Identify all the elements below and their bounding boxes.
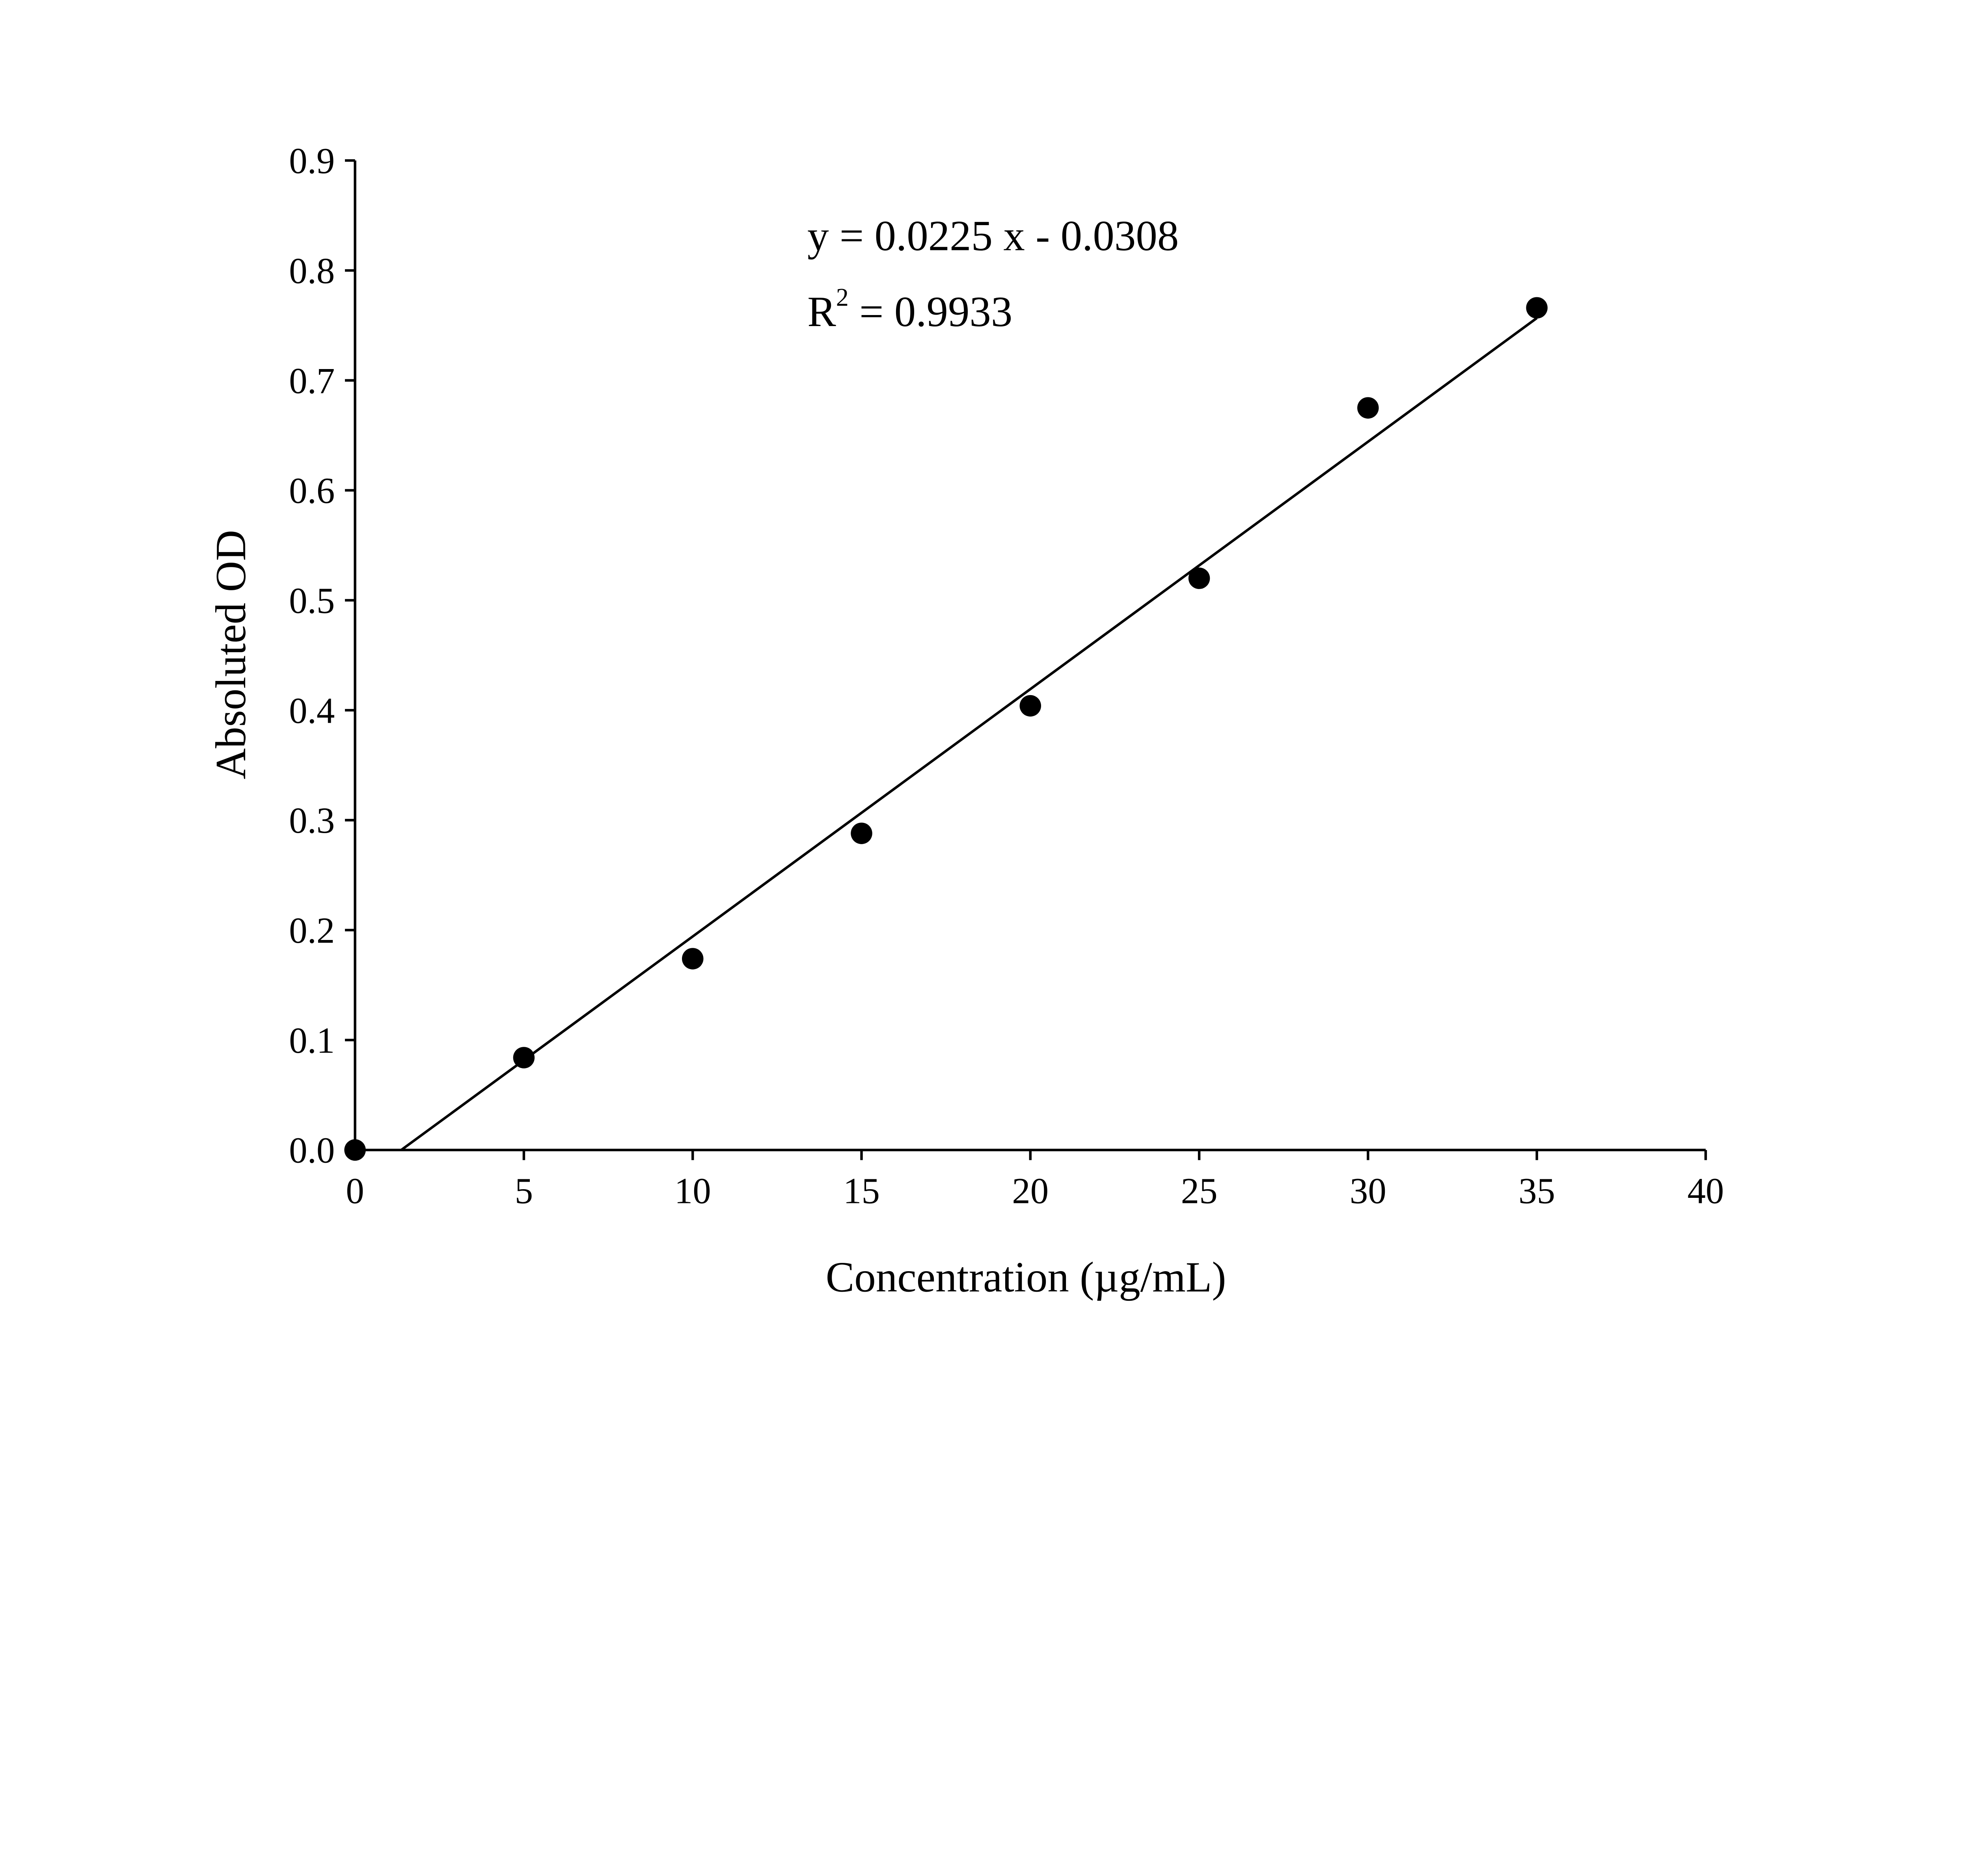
data-point bbox=[344, 1139, 366, 1161]
data-point bbox=[1019, 695, 1041, 717]
data-point bbox=[1357, 397, 1379, 419]
y-tick-label: 0.8 bbox=[289, 251, 335, 291]
x-tick-label: 0 bbox=[346, 1171, 364, 1211]
y-tick-label: 0.3 bbox=[289, 800, 335, 841]
y-tick-label: 0.6 bbox=[289, 471, 335, 511]
data-point bbox=[851, 822, 872, 844]
x-tick-label: 35 bbox=[1518, 1171, 1555, 1211]
y-tick-label: 0.4 bbox=[289, 690, 335, 731]
r2-value: = 0.9933 bbox=[849, 288, 1013, 336]
data-point bbox=[682, 948, 704, 970]
x-axis-label: Concentration (µg/mL) bbox=[826, 1253, 1226, 1301]
data-point bbox=[1188, 567, 1210, 589]
y-tick-label: 0.9 bbox=[289, 141, 335, 181]
x-tick-label: 20 bbox=[1012, 1171, 1049, 1211]
y-tick-label: 0.7 bbox=[289, 361, 335, 401]
fit-line bbox=[401, 317, 1538, 1151]
x-tick-label: 15 bbox=[843, 1171, 880, 1211]
x-tick-label: 30 bbox=[1350, 1171, 1386, 1211]
fit-equation: y = 0.0225 x - 0.0308 bbox=[807, 212, 1179, 260]
r-squared: R2 = 0.9933 bbox=[807, 283, 1012, 336]
y-tick-label: 0.0 bbox=[289, 1130, 335, 1171]
y-tick-label: 0.1 bbox=[289, 1020, 335, 1061]
x-tick-label: 5 bbox=[515, 1171, 533, 1211]
y-tick-label: 0.2 bbox=[289, 910, 335, 951]
r2-superscript: 2 bbox=[836, 283, 849, 311]
data-point bbox=[513, 1047, 535, 1069]
axes: 0 5 10 15 20 25 30 35 40 0.0 0.1 0.2 0.3 0.4 0.5 0.6 0.7… bbox=[289, 141, 1724, 1211]
marks bbox=[344, 297, 1548, 1161]
r2-prefix: R bbox=[807, 288, 836, 336]
data-point bbox=[1526, 297, 1548, 319]
x-tick-label: 10 bbox=[674, 1171, 711, 1211]
x-tick-label: 25 bbox=[1181, 1171, 1218, 1211]
y-axis-label: Absoluted OD bbox=[207, 530, 255, 779]
y-tick-label: 0.5 bbox=[289, 580, 335, 621]
calibration-chart: 0 5 10 15 20 25 30 35 40 0.0 0.1 0.2 0.3 0.4 0.5 0.6 0.7… bbox=[207, 141, 1724, 1301]
x-tick-label: 40 bbox=[1687, 1171, 1724, 1211]
